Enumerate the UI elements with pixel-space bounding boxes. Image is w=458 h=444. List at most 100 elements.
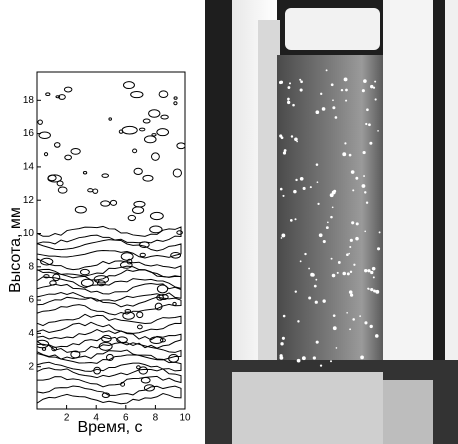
figure: Время, с Высота, мм 24681024681012141618	[0, 0, 458, 444]
bubble	[281, 234, 285, 238]
bubble	[316, 163, 319, 166]
bubble	[331, 258, 333, 260]
contour-blob	[152, 134, 156, 136]
bubble	[293, 190, 296, 193]
contour-blob	[173, 302, 176, 305]
bubble	[317, 181, 319, 183]
x-tick-label: 4	[93, 413, 99, 424]
bubble	[319, 233, 323, 237]
bubble	[299, 79, 301, 81]
bubble	[291, 135, 293, 137]
contour-blob	[174, 97, 177, 99]
contour-blob	[121, 253, 133, 261]
bubble	[351, 170, 355, 174]
contour-blob	[65, 155, 72, 160]
y-tick-label: 4	[28, 328, 34, 339]
y-tick-label: 6	[28, 295, 34, 306]
y-tick-label: 12	[23, 195, 35, 206]
bubble	[360, 356, 364, 360]
bubble	[352, 189, 354, 191]
y-tick-label: 2	[28, 361, 34, 372]
bubble	[292, 104, 295, 107]
bubble	[365, 123, 367, 125]
contour-blob	[120, 262, 132, 269]
bubble	[330, 360, 332, 362]
contour-blob	[128, 215, 135, 220]
contour-blob	[174, 102, 177, 105]
bubble	[280, 81, 283, 84]
bubble	[333, 326, 337, 330]
contour-blob	[177, 231, 183, 235]
bubble	[341, 89, 343, 91]
contour-band	[37, 368, 181, 387]
bubble	[280, 342, 283, 345]
y-tick-label: 8	[28, 261, 34, 272]
contour-blob	[149, 110, 160, 118]
bubble	[349, 154, 352, 157]
bubble	[350, 271, 352, 273]
bubble	[366, 201, 368, 203]
contour-blob	[44, 153, 47, 156]
bubble	[283, 151, 286, 154]
bubble	[363, 79, 367, 83]
bubble	[362, 89, 365, 92]
contour-blob	[39, 132, 50, 139]
contour-blob	[58, 187, 67, 193]
x-tick-label: 2	[64, 413, 70, 424]
bubble	[300, 80, 303, 83]
bubble	[327, 222, 329, 224]
contour-blob	[169, 354, 179, 362]
contour-blob	[125, 309, 131, 312]
bubble	[338, 261, 341, 264]
bubble	[356, 222, 359, 225]
y-tick-label: 16	[23, 128, 35, 139]
bubble	[316, 341, 319, 344]
bubble	[295, 179, 297, 181]
bubble	[287, 98, 290, 101]
contour-blob	[143, 119, 150, 123]
bubble	[363, 175, 365, 177]
bubble	[300, 88, 303, 91]
bubble	[366, 108, 369, 111]
contour-blob	[150, 337, 163, 344]
bubble	[368, 123, 371, 126]
bubble	[370, 288, 373, 291]
bubble	[322, 107, 326, 111]
contour-blob	[54, 143, 60, 148]
bubble	[310, 273, 314, 277]
bubble	[364, 269, 367, 272]
contour-blob	[94, 367, 101, 374]
bubble	[348, 253, 350, 255]
contour-band	[37, 226, 181, 243]
bubble	[345, 89, 348, 92]
contour-blob	[157, 129, 169, 136]
bubble	[326, 69, 328, 71]
bubble	[314, 285, 317, 288]
bubble	[289, 82, 291, 84]
contour-band	[37, 386, 181, 404]
bubble	[375, 290, 379, 294]
bubble	[368, 288, 370, 290]
contour-blob	[75, 206, 86, 213]
bubble	[367, 269, 370, 272]
bubble	[332, 106, 335, 109]
contour-blob	[131, 91, 143, 97]
bubble	[379, 231, 381, 233]
bubble	[362, 184, 366, 188]
contour-blob	[101, 201, 110, 206]
bubble	[297, 320, 299, 322]
bubble	[346, 312, 348, 314]
bubble	[375, 98, 377, 100]
bubble	[342, 272, 346, 276]
bubble	[323, 240, 326, 243]
contour-blob	[48, 175, 56, 181]
bubble	[351, 221, 354, 224]
bubble	[355, 177, 358, 180]
contour-blob	[122, 126, 137, 134]
contour-blob	[93, 189, 98, 193]
bubble	[330, 216, 333, 219]
bubble	[304, 253, 306, 255]
contour-blob	[137, 312, 143, 318]
bubble	[300, 177, 304, 181]
bubble	[342, 152, 346, 156]
